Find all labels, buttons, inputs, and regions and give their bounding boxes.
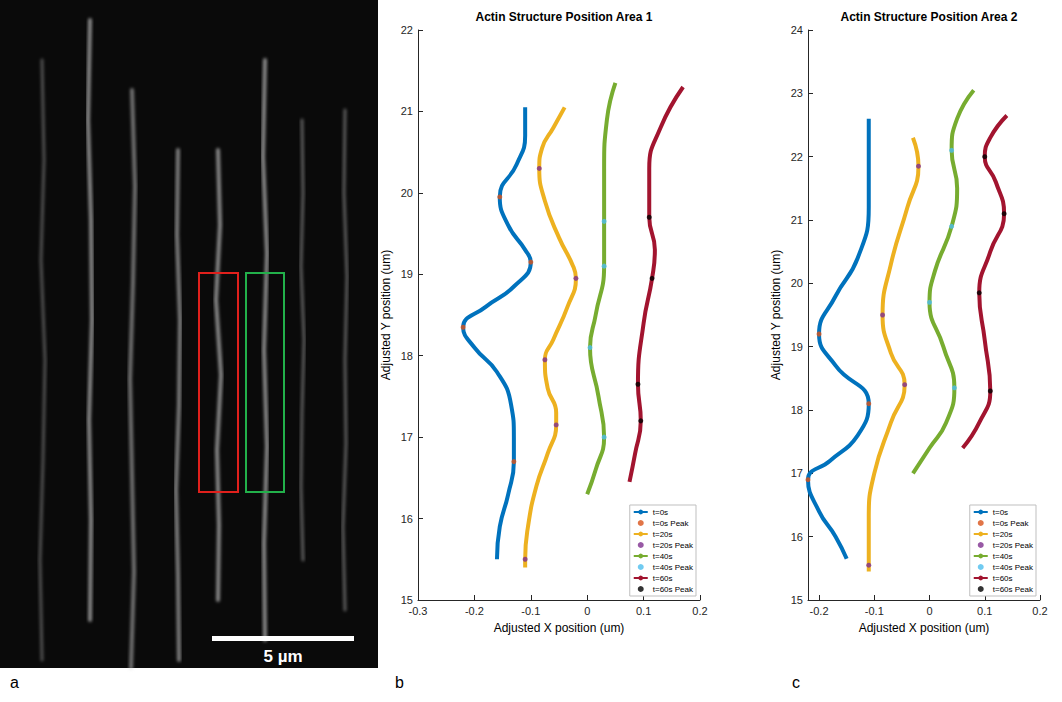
svg-text:Adjusted X position (um): Adjusted X position (um) [859,621,990,635]
svg-text:15: 15 [791,594,803,606]
svg-text:15: 15 [400,594,413,606]
html-text:a: a [10,674,19,691]
svg-text:19: 19 [401,268,413,280]
svg-text:t=60s: t=60s [993,574,1013,583]
svg-text:Actin Structure Position Area: Actin Structure Position Area 2 [841,10,1018,24]
svg-text:22: 22 [791,151,803,163]
svg-text:t=0s Peak: t=0s Peak [993,519,1030,528]
svg-text:-0.2: -0.2 [465,605,484,617]
svg-text:t=60s Peak: t=60s Peak [653,585,694,594]
svg-text:-0.3: -0.3 [409,605,428,617]
svg-text:16: 16 [401,513,413,525]
svg-text:t=20s Peak: t=20s Peak [653,541,694,550]
svg-text:0.2: 0.2 [1032,605,1047,617]
svg-text:23: 23 [791,87,803,99]
svg-text:t=40s: t=40s [993,552,1013,561]
svg-text:17: 17 [791,467,803,479]
svg-text:t=60s Peak: t=60s Peak [993,585,1034,594]
svg-text:t=20s: t=20s [993,530,1013,539]
svg-text:t=0s Peak: t=0s Peak [653,519,690,528]
svg-text:Adjusted Y position (um): Adjusted Y position (um) [769,250,783,380]
svg-text:0.2: 0.2 [692,605,707,617]
svg-text:0: 0 [584,605,590,617]
svg-text:21: 21 [791,214,803,226]
svg-text:0.1: 0.1 [636,605,651,617]
svg-text:16: 16 [791,531,803,543]
svg-text:-0.1: -0.1 [521,605,540,617]
svg-text:22: 22 [401,24,413,36]
svg-text:0: 0 [926,605,932,617]
svg-text:t=0s: t=0s [993,508,1008,517]
svg-text:t=20s Peak: t=20s Peak [993,541,1034,550]
html-text:b: b [395,674,404,691]
svg-text:18: 18 [401,350,413,362]
svg-text:t=40s: t=40s [653,552,673,561]
svg-text:20: 20 [401,187,413,199]
svg-text:Actin Structure Position Area: Actin Structure Position Area 1 [476,10,653,24]
svg-text:18: 18 [791,404,803,416]
svg-text:t=60s: t=60s [653,574,673,583]
svg-text:0.1: 0.1 [977,605,992,617]
svg-text:t=20s: t=20s [653,530,673,539]
svg-text:t=0s: t=0s [653,508,668,517]
svg-text:Adjusted X position (um): Adjusted X position (um) [494,621,625,635]
svg-text:20: 20 [791,277,803,289]
svg-text:t=40s Peak: t=40s Peak [653,563,694,572]
svg-text:19: 19 [791,341,803,353]
svg-text:Adjusted Y position (um): Adjusted Y position (um) [379,250,393,380]
svg-text:17: 17 [401,431,413,443]
svg-text:-0.2: -0.2 [810,605,829,617]
svg-text:t=40s Peak: t=40s Peak [993,563,1034,572]
svg-text:5 µm: 5 µm [263,647,302,666]
svg-text:24: 24 [791,24,803,36]
svg-text:-0.1: -0.1 [865,605,884,617]
svg-text:21: 21 [401,105,413,117]
html-text:c: c [792,674,800,691]
